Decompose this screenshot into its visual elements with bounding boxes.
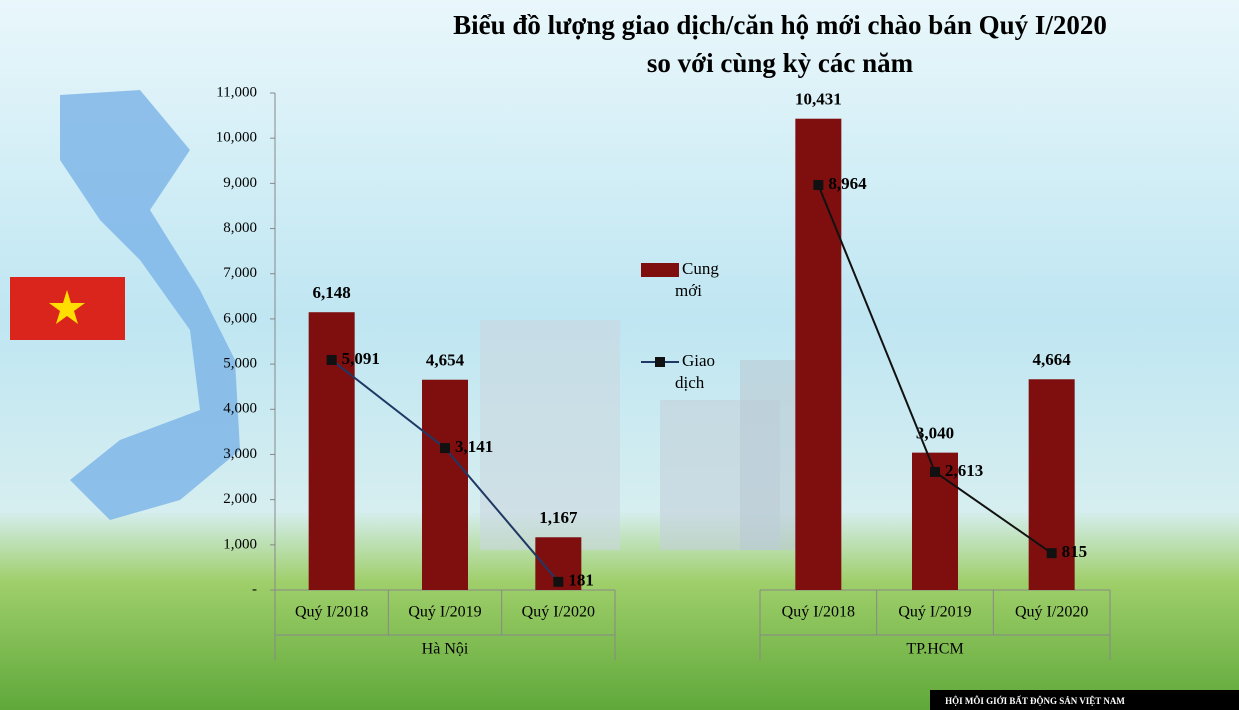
map — [60, 90, 240, 520]
legend-label: Giao dịch — [675, 351, 715, 392]
chart-title: Biểu đồ lượng giao dịch/căn hộ mới chào … — [453, 10, 1107, 40]
building — [740, 360, 800, 550]
marker — [813, 179, 824, 190]
marker — [553, 576, 564, 587]
y-tick-label: 10,000 — [216, 130, 257, 146]
value-label: 1,167 — [539, 508, 578, 527]
value-label: 3,141 — [455, 437, 493, 456]
marker — [1046, 548, 1057, 559]
x-tick-label: Quý I/2018 — [295, 604, 368, 621]
y-tick-label: 8,000 — [223, 220, 257, 236]
value-label: 5,091 — [342, 349, 380, 368]
footer-band — [930, 690, 1239, 710]
y-tick-label: 7,000 — [223, 265, 257, 281]
x-tick-label: Quý I/2020 — [522, 604, 595, 621]
legend-label: Cung mới — [675, 259, 719, 300]
value-label: 2,613 — [945, 461, 983, 480]
x-tick-label: Quý I/2019 — [898, 604, 971, 621]
footer: HỘI MÔI GIỚI BẤT ĐỘNG SẢN VIỆT NAM — [945, 696, 1125, 706]
group-label: TP.HCM — [906, 641, 963, 658]
group-label: Hà Nội — [422, 641, 469, 658]
value-label: 3,040 — [916, 424, 954, 443]
y-tick-label: 6,000 — [223, 310, 257, 326]
y-tick-label: 11,000 — [216, 84, 257, 100]
value-label: 10,431 — [795, 90, 842, 109]
y-tick-label: - — [252, 581, 257, 597]
y-tick-label: 9,000 — [223, 175, 257, 191]
flag-star — [49, 290, 85, 324]
value-label: 4,664 — [1033, 350, 1072, 369]
value-label: 815 — [1062, 542, 1088, 561]
marker — [930, 466, 940, 477]
value-label: 4,654 — [426, 351, 465, 370]
y-tick-label: 2,000 — [223, 491, 257, 507]
legend-swatch — [655, 357, 665, 367]
value-label: 8,964 — [828, 174, 867, 193]
marker — [326, 354, 337, 365]
value-label: 6,148 — [313, 283, 351, 302]
x-tick-label: Quý I/2018 — [782, 604, 855, 621]
y-tick-label: 3,000 — [223, 446, 257, 462]
y-tick-label: 1,000 — [223, 536, 257, 552]
bar — [795, 118, 842, 590]
chart-subtitle: so với cùng kỳ các năm — [647, 48, 914, 78]
legend-swatch — [641, 263, 679, 277]
y-tick-label: 4,000 — [223, 401, 257, 417]
marker — [440, 443, 450, 454]
y-tick-label: 5,000 — [223, 356, 257, 372]
x-tick-label: Quý I/2020 — [1015, 604, 1088, 621]
value-label: 181 — [568, 571, 594, 590]
bar — [422, 379, 468, 590]
x-tick-label: Quý I/2019 — [408, 604, 481, 621]
building — [480, 320, 620, 550]
